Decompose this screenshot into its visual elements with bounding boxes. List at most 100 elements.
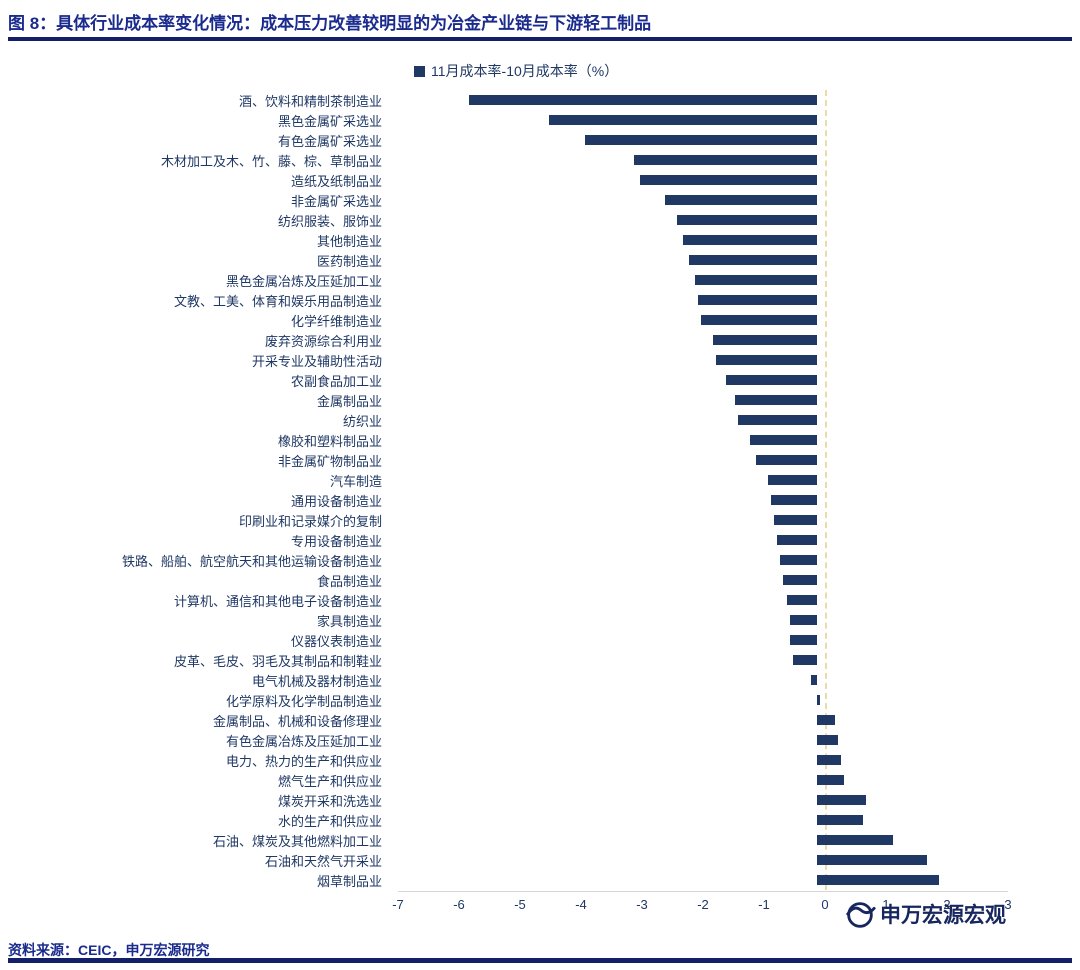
chart-row: 造纸及纸制品业: [8, 170, 1000, 190]
category-label: 通用设备制造业: [290, 493, 382, 509]
value-bar: [817, 835, 894, 845]
bar-track: [390, 830, 1000, 850]
chart-row: 石油、煤炭及其他燃料加工业: [8, 830, 1000, 850]
bar-track: [390, 870, 1000, 890]
bar-track: [390, 690, 1000, 710]
bar-track: [390, 330, 1000, 350]
bar-track: [390, 650, 1000, 670]
bar-track: [390, 350, 1000, 370]
value-bar: [676, 215, 817, 225]
chart-row: 废弃资源综合利用业: [8, 330, 1000, 350]
chart-row: 非金属矿物制品业: [8, 450, 1000, 470]
value-bar: [817, 715, 836, 725]
chart-row: 石油和天然气开采业: [8, 850, 1000, 870]
bar-track: [390, 110, 1000, 130]
chart-row: 非金属矿采选业: [8, 190, 1000, 210]
chart-row: 金属制品业: [8, 390, 1000, 410]
category-label: 酒、饮料和精制茶制造业: [238, 93, 382, 109]
bar-chart: 酒、饮料和精制茶制造业 黑色金属矿采选业 有色金属矿采选业 木材加工及木、竹、藤、棕、…: [8, 90, 1008, 890]
value-bar: [716, 355, 817, 365]
bar-track: [390, 670, 1000, 690]
value-bar: [640, 175, 817, 185]
category-label: 烟草制品业: [316, 873, 382, 889]
value-bar: [737, 415, 817, 425]
chart-row: 铁路、船舶、航空航天和其他运输设备制造业: [8, 550, 1000, 570]
value-bar: [664, 195, 817, 205]
bar-track: [390, 210, 1000, 230]
bar-track: [390, 390, 1000, 410]
chart-row: 有色金属矿采选业: [8, 130, 1000, 150]
bar-track: [390, 190, 1000, 210]
category-label: 开采专业及辅助性活动: [251, 353, 382, 369]
category-label: 农副食品加工业: [290, 373, 382, 389]
value-bar: [817, 695, 821, 705]
x-tick-label: 3: [1004, 897, 1012, 912]
category-label: 水的生产和供应业: [277, 813, 382, 829]
category-label: 橡胶和塑料制品业: [277, 433, 382, 449]
bar-track: [390, 850, 1000, 870]
category-label: 纺织服装、服饰业: [277, 213, 382, 229]
x-tick-label: 2: [943, 897, 951, 912]
chart-row: 化学纤维制造业: [8, 310, 1000, 330]
category-label: 印刷业和记录媒介的复制: [238, 513, 382, 529]
chart-row: 开采专业及辅助性活动: [8, 350, 1000, 370]
value-bar: [789, 635, 817, 645]
value-bar: [810, 675, 817, 685]
category-label: 仪器仪表制造业: [290, 633, 382, 649]
bar-track: [390, 370, 1000, 390]
chart-row: 仪器仪表制造业: [8, 630, 1000, 650]
chart-row: 水的生产和供应业: [8, 810, 1000, 830]
zero-gridline: [825, 90, 827, 890]
value-bar: [688, 255, 817, 265]
chart-row: 文教、工美、体育和娱乐用品制造业: [8, 290, 1000, 310]
category-label: 有色金属冶炼及压延加工业: [225, 733, 382, 749]
value-bar: [634, 155, 817, 165]
category-label: 木材加工及木、竹、藤、棕、草制品业: [160, 153, 382, 169]
category-label: 燃气生产和供应业: [277, 773, 382, 789]
bar-track: [390, 810, 1000, 830]
value-bar: [698, 295, 817, 305]
x-tick-label: 1: [882, 897, 890, 912]
bar-track: [390, 750, 1000, 770]
chart-row: 印刷业和记录媒介的复制: [8, 510, 1000, 530]
chart-row: 烟草制品业: [8, 870, 1000, 890]
chart-row: 食品制造业: [8, 570, 1000, 590]
category-label: 电气机械及器材制造业: [251, 673, 382, 689]
bar-track: [390, 290, 1000, 310]
value-bar: [786, 595, 817, 605]
value-bar: [749, 435, 817, 445]
category-label: 金属制品业: [316, 393, 382, 409]
value-bar: [756, 455, 817, 465]
bar-track: [390, 230, 1000, 250]
chart-row: 有色金属冶炼及压延加工业: [8, 730, 1000, 750]
chart-row: 汽车制造: [8, 470, 1000, 490]
value-bar: [777, 535, 817, 545]
value-bar: [783, 575, 817, 585]
category-label: 石油和天然气开采业: [264, 853, 382, 869]
chart-row: 纺织服装、服饰业: [8, 210, 1000, 230]
x-axis-line: [398, 891, 1008, 892]
header-divider: [8, 37, 1072, 41]
bar-track: [390, 470, 1000, 490]
category-label: 石油、煤炭及其他燃料加工业: [212, 833, 382, 849]
value-bar: [701, 315, 817, 325]
value-bar: [774, 515, 817, 525]
chart-row: 专用设备制造业: [8, 530, 1000, 550]
legend-swatch-icon: [414, 65, 425, 77]
value-bar: [548, 115, 817, 125]
bar-track: [390, 510, 1000, 530]
bar-track: [390, 490, 1000, 510]
category-label: 医药制造业: [316, 253, 382, 269]
x-tick-label: -6: [453, 897, 465, 912]
publisher-logo: 申万宏源宏观: [843, 897, 1006, 931]
chart-row: 通用设备制造业: [8, 490, 1000, 510]
chart-row: 木材加工及木、竹、藤、棕、草制品业: [8, 150, 1000, 170]
value-bar: [734, 395, 817, 405]
chart-row: 电气机械及器材制造业: [8, 670, 1000, 690]
bar-track: [390, 130, 1000, 150]
value-bar: [817, 775, 845, 785]
bar-track: [390, 310, 1000, 330]
value-bar: [469, 95, 817, 105]
value-bar: [713, 335, 817, 345]
